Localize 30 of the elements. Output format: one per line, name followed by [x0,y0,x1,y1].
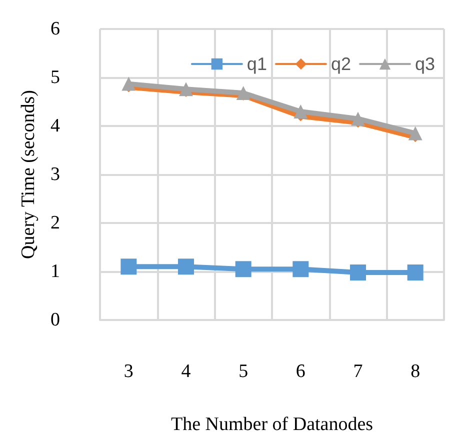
point [351,112,365,126]
y-tick-label: 1 [50,261,60,282]
point [178,258,194,275]
x-tick-label: 7 [353,361,363,382]
point [407,264,424,280]
point [350,264,366,280]
x-tick-label: 4 [181,361,192,382]
y-tick-label: 3 [50,164,60,185]
y-tick-label: 2 [50,212,60,234]
y-tick-label: 5 [50,67,60,88]
point [179,82,193,96]
point [122,76,136,91]
y-tick-label: 0 [50,310,60,330]
y-tick-label: 4 [50,116,60,136]
legend-label: q3 [414,54,436,74]
y-tick-label: 6 [50,18,60,40]
point [408,126,422,140]
point [235,261,252,278]
point [120,258,137,275]
legend-label: q2 [330,54,351,74]
legend-label: q1 [246,54,267,74]
x-tick-label: 5 [238,361,248,382]
x-axis-title: The Number of Datanodes [170,414,374,435]
x-tick-label: 3 [124,361,134,382]
x-tick-label: 8 [410,361,420,382]
point [236,86,250,100]
point [294,104,308,118]
point [292,261,309,278]
x-tick-label: 6 [296,361,306,382]
y-axis-title: Query Time (seconds) [18,90,39,259]
